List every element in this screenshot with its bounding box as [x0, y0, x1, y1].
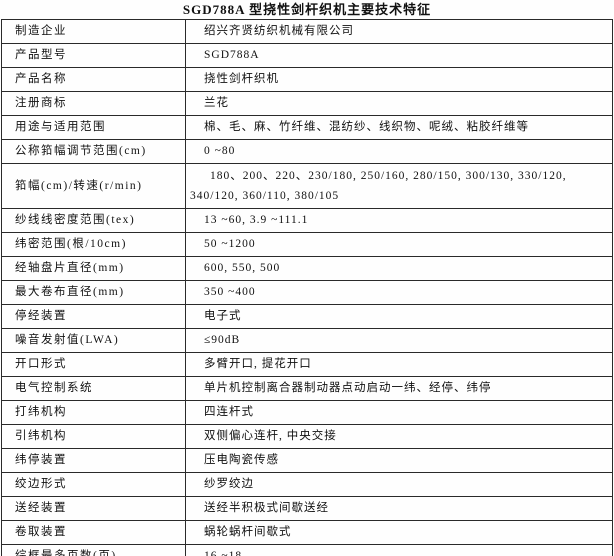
spec-label: 引纬机构: [1, 424, 186, 449]
spec-value: 单片机控制离合器制动器点动启动一纬、经停、纬停: [185, 376, 613, 401]
spec-label: 纱线线密度范围(tex): [1, 208, 186, 233]
spec-value: 挠性剑杆织机: [185, 67, 613, 92]
spec-label: 打纬机构: [1, 400, 186, 425]
spec-value: 180、200、220、230/180, 250/160, 280/150, 3…: [185, 163, 613, 209]
spec-value: 16 ~18: [185, 544, 613, 556]
spec-value: 电子式: [185, 304, 613, 329]
table-row: 停经装置 电子式: [1, 304, 613, 329]
spec-label: 电气控制系统: [1, 376, 186, 401]
spec-label: 噪音发射值(LWA): [1, 328, 186, 353]
table-row: 经轴盘片直径(mm) 600, 550, 500: [1, 256, 613, 281]
spec-value: 绍兴齐贤纺织机械有限公司: [185, 19, 613, 44]
spec-label: 用途与适用范围: [1, 115, 186, 140]
spec-value: 蜗轮蜗杆间歇式: [185, 520, 613, 545]
spec-value: 四连杆式: [185, 400, 613, 425]
table-row: 绞边形式 纱罗绞边: [1, 472, 613, 497]
table-row: 产品型号 SGD788A: [1, 43, 613, 68]
table-row: 制造企业 绍兴齐贤纺织机械有限公司: [1, 19, 613, 44]
spec-value: 棉、毛、麻、竹纤维、混纺纱、线织物、呢绒、粘胶纤维等: [185, 115, 613, 140]
spec-value: 兰花: [185, 91, 613, 116]
table-row: 引纬机构 双侧偏心连杆, 中央交接: [1, 424, 613, 449]
spec-value: SGD788A: [185, 43, 613, 68]
table-row: 噪音发射值(LWA) ≤90dB: [1, 328, 613, 353]
spec-label: 绞边形式: [1, 472, 186, 497]
spec-label: 综框最多页数(页): [1, 544, 186, 556]
table-row: 最大卷布直径(mm) 350 ~400: [1, 280, 613, 305]
table-row: 用途与适用范围 棉、毛、麻、竹纤维、混纺纱、线织物、呢绒、粘胶纤维等: [1, 115, 613, 140]
spec-value: 13 ~60, 3.9 ~111.1: [185, 208, 613, 233]
table-row: 注册商标 兰花: [1, 91, 613, 116]
table-row: 纬停装置 压电陶瓷传感: [1, 448, 613, 473]
spec-label: 制造企业: [1, 19, 186, 44]
spec-label: 纬停装置: [1, 448, 186, 473]
spec-table-body: 制造企业 绍兴齐贤纺织机械有限公司 产品型号 SGD788A 产品名称 挠性剑杆织机 注册商…: [1, 19, 613, 556]
spec-label: 筘幅(cm)/转速(r/min): [1, 163, 186, 209]
spec-label: 经轴盘片直径(mm): [1, 256, 186, 281]
spec-value: 600, 550, 500: [185, 256, 613, 281]
spec-label: 产品名称: [1, 67, 186, 92]
table-row: 产品名称 挠性剑杆织机: [1, 67, 613, 92]
spec-value: 350 ~400: [185, 280, 613, 305]
spec-label: 公称筘幅调节范围(cm): [1, 139, 186, 164]
spec-label: 注册商标: [1, 91, 186, 116]
table-row: 开口形式 多臂开口, 提花开口: [1, 352, 613, 377]
table-row: 电气控制系统 单片机控制离合器制动器点动启动一纬、经停、纬停: [1, 376, 613, 401]
spec-table: 制造企业 绍兴齐贤纺织机械有限公司 产品型号 SGD788A 产品名称 挠性剑杆织机 注册商…: [1, 19, 613, 556]
spec-label: 产品型号: [1, 43, 186, 68]
spec-label: 纬密范围(根/10cm): [1, 232, 186, 257]
table-row: 送经装置 送经半积极式间歇送经: [1, 496, 613, 521]
table-row: 筘幅(cm)/转速(r/min) 180、200、220、230/180, 250…: [1, 163, 613, 209]
spec-value: 压电陶瓷传感: [185, 448, 613, 473]
table-row: 综框最多页数(页) 16 ~18: [1, 544, 613, 556]
table-row: 纱线线密度范围(tex) 13 ~60, 3.9 ~111.1: [1, 208, 613, 233]
spec-value: 送经半积极式间歇送经: [185, 496, 613, 521]
spec-label: 送经装置: [1, 496, 186, 521]
spec-value: 纱罗绞边: [185, 472, 613, 497]
table-row: 打纬机构 四连杆式: [1, 400, 613, 425]
spec-label: 停经装置: [1, 304, 186, 329]
table-row: 卷取装置 蜗轮蜗杆间歇式: [1, 520, 613, 545]
spec-value: 0 ~80: [185, 139, 613, 164]
spec-value: 双侧偏心连杆, 中央交接: [185, 424, 613, 449]
table-row: 公称筘幅调节范围(cm) 0 ~80: [1, 139, 613, 164]
spec-label: 卷取装置: [1, 520, 186, 545]
page-title: SGD788A 型挠性剑杆织机主要技术特征: [182, 2, 432, 17]
spec-value: ≤90dB: [185, 328, 613, 353]
spec-value: 多臂开口, 提花开口: [185, 352, 613, 377]
table-row: 纬密范围(根/10cm) 50 ~1200: [1, 232, 613, 257]
spec-label: 最大卷布直径(mm): [1, 280, 186, 305]
spec-value: 50 ~1200: [185, 232, 613, 257]
spec-label: 开口形式: [1, 352, 186, 377]
